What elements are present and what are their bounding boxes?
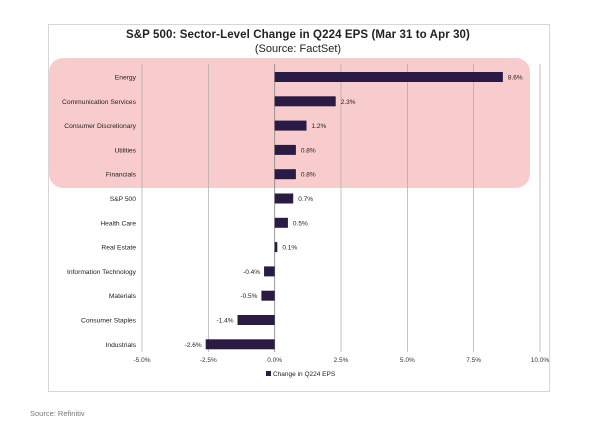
x-tick-label: 5.0%	[400, 357, 415, 364]
legend-label: Change in Q224 EPS	[273, 371, 336, 378]
bar	[274, 217, 288, 228]
bar	[274, 242, 278, 253]
bar	[274, 169, 296, 180]
source-note: Source: Refinitiv	[30, 409, 85, 418]
x-tick-label: 7.5%	[466, 357, 481, 364]
chart-title: S&P 500: Sector-Level Change in Q224 EPS…	[126, 29, 470, 41]
x-tick-label: 0.0%	[267, 357, 282, 364]
bar	[274, 120, 307, 131]
bar	[274, 72, 503, 82]
legend-swatch	[266, 371, 271, 376]
bar	[274, 193, 294, 204]
x-tick-label: -2.5%	[200, 357, 217, 364]
category-label: Utilities	[114, 147, 136, 154]
bar	[274, 144, 296, 155]
category-label: Communication Services	[62, 99, 137, 106]
bar	[205, 339, 275, 350]
x-tick-label: -5.0%	[134, 357, 151, 364]
category-label: Consumer Discretionary	[64, 123, 136, 130]
data-label: -0.4%	[243, 269, 260, 276]
category-label: Energy	[115, 75, 137, 82]
bar	[264, 266, 275, 277]
chart-subtitle: (Source: FactSet)	[254, 43, 342, 55]
data-label: 2.3%	[341, 99, 356, 106]
category-label: Real Estate	[101, 245, 136, 252]
data-label: 0.8%	[301, 172, 316, 179]
data-label: 8.6%	[508, 75, 523, 82]
bar	[274, 96, 336, 107]
data-label: 0.8%	[301, 147, 316, 154]
x-tick-label: 10.0%	[531, 357, 550, 364]
category-label: Materials	[109, 293, 137, 300]
data-label: 0.7%	[298, 196, 313, 203]
category-label: Industrials	[106, 342, 137, 349]
x-tick-label: 2.5%	[334, 357, 349, 364]
bar	[261, 290, 275, 301]
bar	[237, 315, 275, 325]
category-label: Information Technology	[67, 269, 137, 276]
category-label: Consumer Staples	[81, 318, 137, 325]
data-label: 0.5%	[293, 220, 308, 227]
data-label: -2.6%	[185, 342, 202, 349]
category-label: S&P 500	[110, 196, 137, 203]
data-label: 0.1%	[282, 245, 297, 252]
data-label: -0.5%	[240, 293, 257, 300]
data-label: 1.2%	[312, 123, 327, 130]
category-label: Health Care	[100, 220, 136, 227]
category-label: Financials	[106, 172, 137, 179]
data-label: -1.4%	[217, 318, 234, 325]
